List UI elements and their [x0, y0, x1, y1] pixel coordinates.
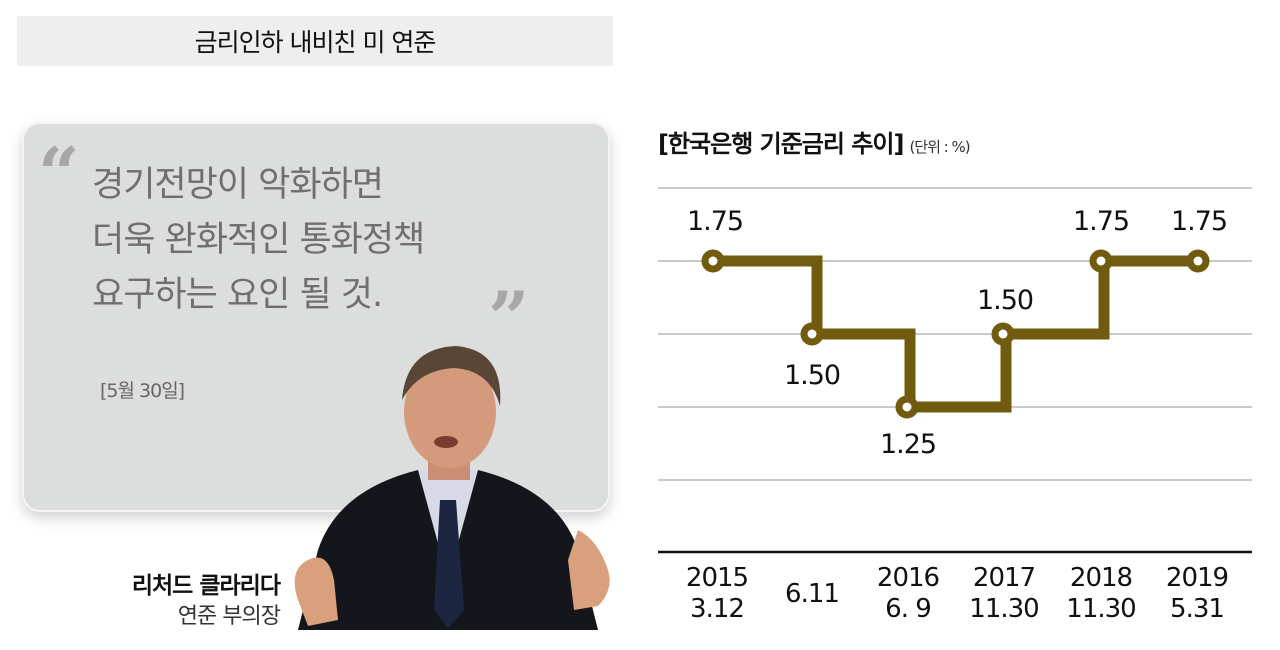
- x-tick-label: 2019 5.31: [1165, 563, 1229, 625]
- x-tick-year: 2019: [1165, 563, 1229, 593]
- quote-text: 경기전망이 악화하면 더욱 완화적인 통화정책 요구하는 요인 될 것.: [92, 158, 425, 323]
- x-tick-year: 2018: [1069, 563, 1133, 593]
- x-tick-year: 2016: [876, 563, 940, 593]
- x-tick-date: 5.31: [1170, 594, 1225, 624]
- x-tick-label: 2015 3.12: [685, 563, 749, 625]
- x-tick-label: 2016 6. 9: [876, 563, 940, 625]
- open-quote-icon: “: [38, 131, 80, 216]
- chart-unit: (단위 : %): [909, 138, 970, 156]
- x-tick-label: 2018 11.30: [1066, 563, 1136, 625]
- data-label: 1.50: [976, 285, 1034, 316]
- x-tick-label: 2017 11.30: [969, 563, 1039, 625]
- x-tick-date: 11.30: [1066, 594, 1136, 624]
- x-tick-date: 6. 9: [885, 594, 932, 624]
- data-label: 1.25: [879, 429, 937, 460]
- x-tick-year: 2017: [972, 563, 1036, 593]
- quote-date: [5월 30일]: [100, 380, 185, 402]
- quote-line: 더욱 완화적인 통화정책: [92, 220, 425, 260]
- x-tick-date: 3.12: [690, 594, 745, 624]
- person-photo-icon: [294, 346, 610, 630]
- chart-title-text: [한국은행 기준금리 추이]: [658, 130, 904, 158]
- data-label: 1.75: [686, 206, 744, 237]
- person-name: 리처드 클라리다: [131, 573, 281, 599]
- headline: 금리인하 내비친 미 연준: [17, 16, 613, 66]
- x-tick-date: 6.11: [785, 579, 840, 609]
- data-label: 1.75: [1170, 206, 1228, 237]
- person-role: 연준 부의장: [177, 604, 281, 629]
- quote-line: 요구하는 요인 될 것.: [92, 275, 383, 315]
- x-tick-label: 6.11: [785, 579, 840, 610]
- data-label: 1.50: [783, 360, 841, 391]
- chart-title: [한국은행 기준금리 추이] (단위 : %): [658, 124, 971, 159]
- quote-line: 경기전망이 악화하면: [92, 165, 384, 205]
- data-points: [701, 249, 1210, 419]
- gridlines: [658, 187, 1252, 481]
- x-tick-date: 11.30: [969, 594, 1039, 624]
- x-tick-year: 2015: [685, 563, 749, 593]
- quote-box: [22, 122, 610, 512]
- data-label: 1.75: [1072, 206, 1130, 237]
- close-quote-icon: ”: [488, 275, 530, 360]
